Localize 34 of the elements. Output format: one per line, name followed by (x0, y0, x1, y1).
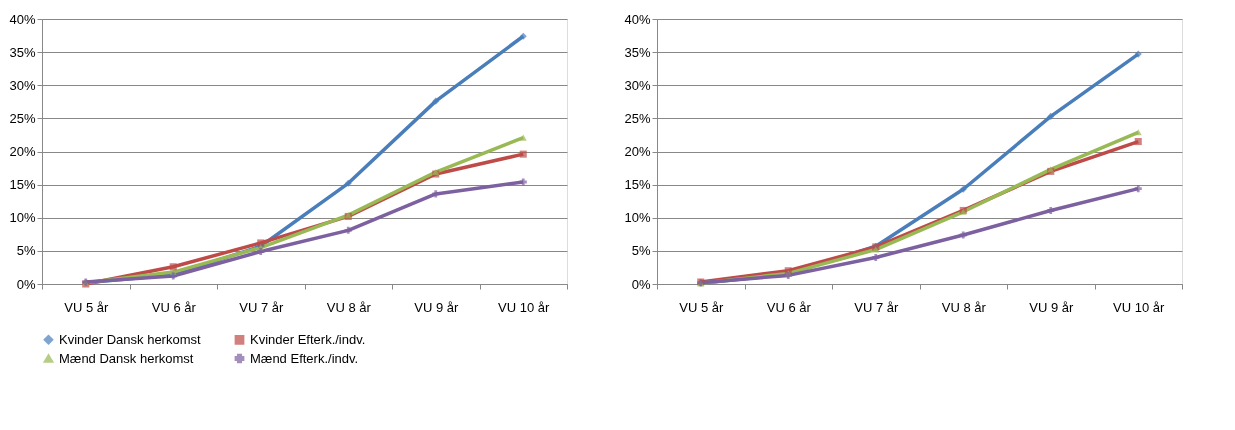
y-tick-label: 40% (9, 11, 36, 27)
x-tick-label: VU 5 år (64, 299, 109, 315)
x-tick-label: VU 6 år (766, 299, 812, 315)
y-tick-label: 15% (9, 177, 36, 193)
y-tick-label: 0% (16, 276, 36, 292)
x-tick-label: VU 10 år (1113, 299, 1166, 315)
x-tick-label: VU 7 år (239, 299, 284, 315)
y-tick-label: 10% (9, 210, 36, 226)
y-tick-label: 30% (624, 77, 651, 93)
y-tick-label: 0% (631, 276, 651, 292)
y-tick-label: 25% (624, 110, 651, 126)
x-tick-label: VU 6 år (151, 299, 197, 315)
legend-label: Kvinder Dansk herkomst (59, 331, 201, 347)
y-tick-label: 10% (624, 210, 651, 226)
x-tick-label: VU 8 år (326, 299, 372, 315)
y-tick-label: 40% (624, 11, 651, 27)
y-tick-label: 30% (9, 77, 36, 93)
y-tick-label: 35% (624, 44, 651, 60)
y-tick-label: 5% (16, 243, 36, 259)
legend-label: Kvinder Efterk./indv. (250, 331, 366, 347)
y-tick-label: 25% (9, 110, 36, 126)
legend-label: Mænd Efterk./indv. (250, 350, 359, 366)
x-tick-label: VU 9 år (1029, 299, 1074, 315)
x-tick-label: VU 10 år (498, 299, 551, 315)
x-tick-label: VU 9 år (414, 299, 459, 315)
x-tick-label: VU 7 år (854, 299, 899, 315)
y-tick-label: 20% (624, 144, 651, 159)
legend-label: Mænd Dansk herkomst (59, 350, 194, 366)
x-tick-label: VU 8 år (941, 299, 987, 315)
y-tick-label: 5% (631, 243, 651, 259)
y-tick-label: 20% (9, 144, 36, 159)
y-tick-label: 35% (9, 44, 36, 60)
x-tick-label: VU 5 år (679, 299, 724, 315)
y-tick-label: 15% (624, 177, 651, 193)
